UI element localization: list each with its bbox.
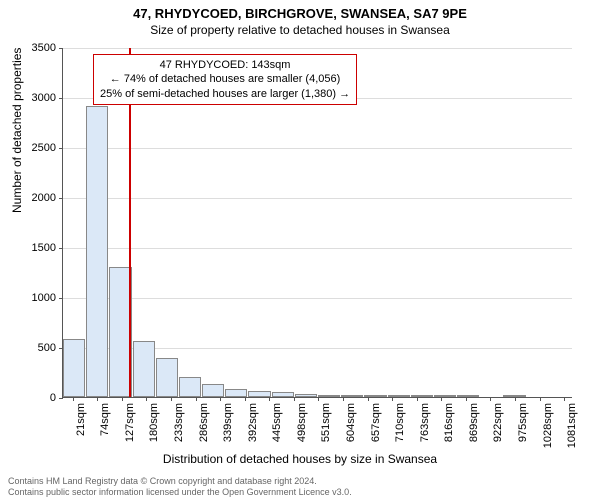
gridline [63, 48, 572, 49]
ytick-mark [59, 248, 63, 249]
ytick-label: 0 [6, 392, 56, 404]
xtick-label: 975sqm [517, 403, 529, 442]
xtick-label: 710sqm [394, 403, 406, 442]
xtick-label: 286sqm [198, 403, 210, 442]
xtick-mark [441, 397, 442, 401]
ytick-label: 500 [6, 342, 56, 354]
xtick-label: 21sqm [75, 403, 87, 436]
histogram-bar [225, 389, 247, 397]
histogram-bar [156, 358, 178, 397]
footer-line2: Contains public sector information licen… [8, 487, 352, 498]
histogram-bar [434, 395, 456, 397]
histogram-bar [364, 395, 386, 397]
xtick-mark [171, 397, 172, 401]
xtick-mark [540, 397, 541, 401]
histogram-bar [272, 392, 294, 397]
xtick-label: 551sqm [320, 403, 332, 442]
histogram-bar [341, 395, 363, 397]
ytick-mark [59, 298, 63, 299]
ytick-mark [59, 98, 63, 99]
ytick-label: 3500 [6, 42, 56, 54]
xtick-label: 1081sqm [566, 403, 578, 448]
xtick-label: 127sqm [124, 403, 136, 442]
histogram-bar [109, 267, 131, 397]
xtick-mark [294, 397, 295, 401]
xtick-label: 74sqm [99, 403, 111, 436]
xtick-label: 392sqm [247, 403, 259, 442]
xtick-mark [515, 397, 516, 401]
histogram-bar [202, 384, 224, 397]
x-axis-label: Distribution of detached houses by size … [0, 452, 600, 466]
histogram-bar [388, 395, 410, 397]
xtick-mark [466, 397, 467, 401]
ytick-mark [59, 198, 63, 199]
xtick-mark [97, 397, 98, 401]
xtick-mark [417, 397, 418, 401]
histogram-bar [503, 395, 525, 397]
gridline [63, 148, 572, 149]
xtick-label: 869sqm [468, 403, 480, 442]
xtick-label: 922sqm [492, 403, 504, 442]
xtick-mark [392, 397, 393, 401]
ytick-mark [59, 398, 63, 399]
xtick-mark [368, 397, 369, 401]
ytick-label: 2500 [6, 142, 56, 154]
xtick-label: 816sqm [443, 403, 455, 442]
gridline [63, 298, 572, 299]
xtick-label: 233sqm [173, 403, 185, 442]
histogram-bar [63, 339, 85, 397]
histogram-bar [86, 106, 108, 397]
annotation-line3: 25% of semi-detached houses are larger (… [100, 87, 350, 101]
xtick-mark [269, 397, 270, 401]
xtick-label: 339sqm [222, 403, 234, 442]
footer-line1: Contains HM Land Registry data © Crown c… [8, 476, 352, 487]
ytick-mark [59, 148, 63, 149]
xtick-mark [73, 397, 74, 401]
xtick-label: 657sqm [370, 403, 382, 442]
footer-attribution: Contains HM Land Registry data © Crown c… [8, 476, 352, 498]
gridline [63, 198, 572, 199]
xtick-label: 180sqm [148, 403, 160, 442]
xtick-mark [490, 397, 491, 401]
xtick-label: 604sqm [345, 403, 357, 442]
chart-container: 47, RHYDYCOED, BIRCHGROVE, SWANSEA, SA7 … [0, 0, 600, 500]
annotation-box: 47 RHYDYCOED: 143sqm ← 74% of detached h… [93, 54, 357, 105]
xtick-mark [146, 397, 147, 401]
xtick-mark [318, 397, 319, 401]
ytick-label: 1500 [6, 242, 56, 254]
histogram-bar [248, 391, 270, 397]
ytick-label: 1000 [6, 292, 56, 304]
xtick-label: 763sqm [419, 403, 431, 442]
xtick-mark [220, 397, 221, 401]
chart-subtitle: Size of property relative to detached ho… [0, 23, 600, 37]
plot-area: 47 RHYDYCOED: 143sqm ← 74% of detached h… [62, 48, 572, 398]
annotation-line1: 47 RHYDYCOED: 143sqm [100, 58, 350, 72]
histogram-bar [457, 395, 479, 397]
xtick-label: 445sqm [271, 403, 283, 442]
histogram-bar [133, 341, 155, 397]
xtick-label: 1028sqm [542, 403, 554, 448]
ytick-label: 3000 [6, 92, 56, 104]
xtick-mark [196, 397, 197, 401]
histogram-bar [295, 394, 317, 397]
xtick-mark [343, 397, 344, 401]
ytick-mark [59, 48, 63, 49]
annotation-line2: ← 74% of detached houses are smaller (4,… [100, 72, 350, 86]
chart-title: 47, RHYDYCOED, BIRCHGROVE, SWANSEA, SA7 … [0, 6, 600, 21]
histogram-bar [318, 395, 340, 397]
y-axis-label: Number of detached properties [10, 48, 24, 213]
histogram-bar [179, 377, 201, 397]
ytick-label: 2000 [6, 192, 56, 204]
xtick-mark [122, 397, 123, 401]
histogram-bar [411, 395, 433, 397]
xtick-mark [245, 397, 246, 401]
gridline [63, 248, 572, 249]
xtick-mark [564, 397, 565, 401]
xtick-label: 498sqm [296, 403, 308, 442]
